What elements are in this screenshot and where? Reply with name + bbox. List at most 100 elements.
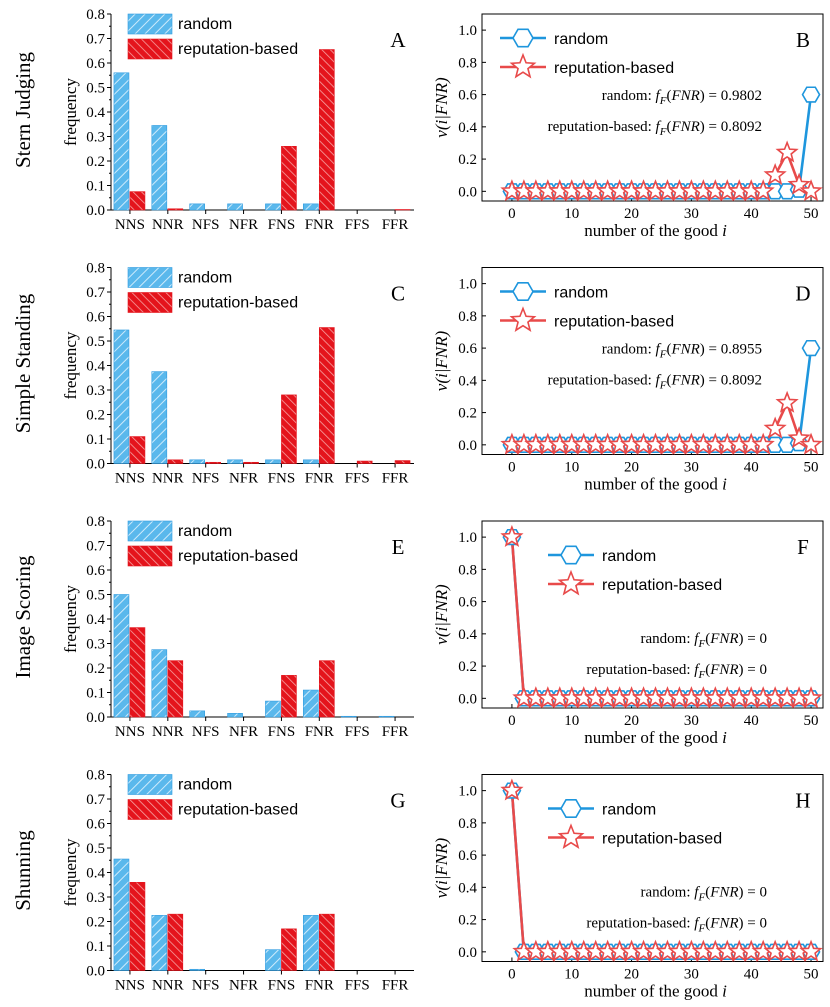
- legend-label-random: random: [178, 523, 232, 540]
- annotation-reputation-based: reputation-based: fF(FNR) = 0: [586, 916, 767, 935]
- panel-letter: F: [797, 535, 809, 559]
- bar-random: [151, 125, 168, 211]
- y-tick-label: 0.2: [86, 408, 105, 424]
- annotation-subscript: F: [697, 669, 705, 681]
- x-tick-label: NNR: [152, 978, 184, 994]
- annotation-value: = 0.8092: [705, 373, 762, 389]
- y-axis-title: v(i|FNR): [432, 330, 451, 391]
- x-tick-label: FNR: [305, 978, 334, 994]
- y-tick-label: 0.2: [86, 661, 105, 677]
- y-tick-label: 0.2: [86, 154, 105, 170]
- y-tick-label: 0.3: [86, 383, 105, 399]
- annotation-f: f: [656, 119, 662, 135]
- y-tick-label: 0.4: [86, 866, 105, 882]
- bar-random: [265, 949, 281, 971]
- y-tick-label: 0.5: [86, 81, 105, 97]
- legend-marker-reputation-based: [509, 52, 537, 79]
- annotation-paren-open: (: [705, 885, 710, 901]
- bar-random: [265, 459, 281, 464]
- x-tick-label: NFS: [192, 978, 220, 994]
- bar-reputation-based: [129, 436, 146, 464]
- line-panel-D: 0.0 0.2 0.4 0.6 0.8 1.0 0 10 20 30 40 50 number of t…: [432, 267, 824, 494]
- x-tick-label: NNS: [115, 978, 145, 994]
- x-tick-label: 10: [564, 460, 579, 476]
- y-tick-label: 0.3: [86, 890, 105, 906]
- x-axis-title: number of the good i: [584, 475, 727, 494]
- y-tick-label: 1.0: [458, 277, 477, 293]
- marker-reputation-based: [751, 179, 775, 202]
- annotation-f: f: [694, 662, 700, 678]
- annotation-reputation-based: reputation-based: fF(FNR) = 0: [586, 662, 767, 681]
- y-tick-label: 0.8: [86, 261, 105, 277]
- plot-frame: [481, 520, 824, 709]
- bar-random: [265, 700, 281, 718]
- x-tick-label: FNR: [305, 724, 334, 740]
- legend-label-random: random: [178, 270, 232, 287]
- bar-random: [227, 459, 243, 464]
- annotation-paren-open: (: [666, 88, 671, 104]
- annotation-paren-open: (: [705, 662, 710, 678]
- legend-label-reputation-based: reputation-based: [178, 295, 298, 312]
- annotation-argument: FNR: [670, 88, 699, 104]
- bar-reputation-based: [167, 208, 184, 211]
- y-tick-label: 0.0: [458, 438, 477, 454]
- row-label: Stern Judging: [11, 51, 35, 168]
- x-tick-label: 40: [744, 713, 759, 729]
- annotation-reputation-based: reputation-based: fF(FNR) = 0.8092: [548, 373, 762, 392]
- panel-letter: C: [391, 282, 405, 306]
- y-axis-title: frequency: [61, 331, 80, 399]
- line-panel-F: 0.0 0.2 0.4 0.6 0.8 1.0 0 10 20 30 40 50 number of t…: [432, 520, 824, 747]
- y-tick-label: 0.5: [86, 334, 105, 350]
- y-tick-label: 1.0: [458, 530, 477, 546]
- bar-reputation-based: [394, 460, 411, 464]
- annotation-subscript: F: [659, 95, 667, 107]
- y-tick-label: 0.5: [86, 588, 105, 604]
- marker-reputation-based: [500, 778, 524, 801]
- x-tick-label: FNS: [268, 724, 296, 740]
- y-axis-title: frequency: [61, 838, 80, 906]
- annotation-prefix: reputation-based:: [548, 373, 656, 389]
- legend-marker-reputation-based: [509, 306, 537, 332]
- y-tick-label: 0.8: [458, 309, 477, 325]
- marker-reputation-based: [500, 524, 524, 548]
- x-axis-title-variable: i: [722, 982, 727, 1001]
- y-tick-label: 0.8: [458, 55, 477, 71]
- panel-letter: G: [390, 789, 405, 813]
- y-tick-label: 0.6: [458, 88, 477, 104]
- marker-random: [801, 86, 821, 103]
- annotation-argument: FNR: [709, 631, 738, 647]
- legend-marker-random: [560, 545, 582, 565]
- y-tick-label: 0.6: [86, 563, 105, 579]
- x-axis-title-text: number of the good: [584, 475, 722, 494]
- x-tick-label: 10: [564, 967, 579, 983]
- x-tick-label: 20: [624, 460, 639, 476]
- annotation-subscript: F: [697, 892, 705, 904]
- legend-marker-reputation-based: [557, 823, 585, 849]
- plot-frame: [481, 267, 824, 455]
- y-tick-label: 0.7: [86, 539, 105, 555]
- x-tick-label: FFR: [382, 978, 409, 994]
- x-tick-label: NFR: [229, 471, 258, 487]
- x-axis-title: number of the good i: [584, 221, 727, 240]
- annotation-prefix: random:: [641, 885, 695, 901]
- bar-random: [303, 459, 319, 464]
- bar-random: [151, 915, 168, 971]
- panel-letter: E: [392, 535, 405, 559]
- bar-reputation-based: [356, 460, 373, 464]
- y-tick-label: 0.4: [458, 373, 477, 389]
- legend-swatch-random: [127, 520, 173, 542]
- bar-reputation-based: [129, 191, 146, 211]
- legend-swatch-reputation-based: [127, 545, 173, 567]
- annotation-paren-open: (: [705, 631, 710, 647]
- x-tick-label: FNS: [268, 217, 296, 233]
- y-axis-title: v(i|FNR): [432, 584, 451, 645]
- y-tick-label: 0.1: [86, 179, 105, 195]
- plot-frame: [481, 774, 824, 962]
- annotation-paren-open: (: [666, 373, 671, 389]
- annotation-prefix: random:: [602, 88, 656, 104]
- y-tick-label: 0.0: [86, 457, 105, 473]
- x-tick-label: 10: [564, 206, 579, 222]
- annotation-prefix: reputation-based:: [586, 662, 694, 678]
- bar-random: [265, 203, 281, 211]
